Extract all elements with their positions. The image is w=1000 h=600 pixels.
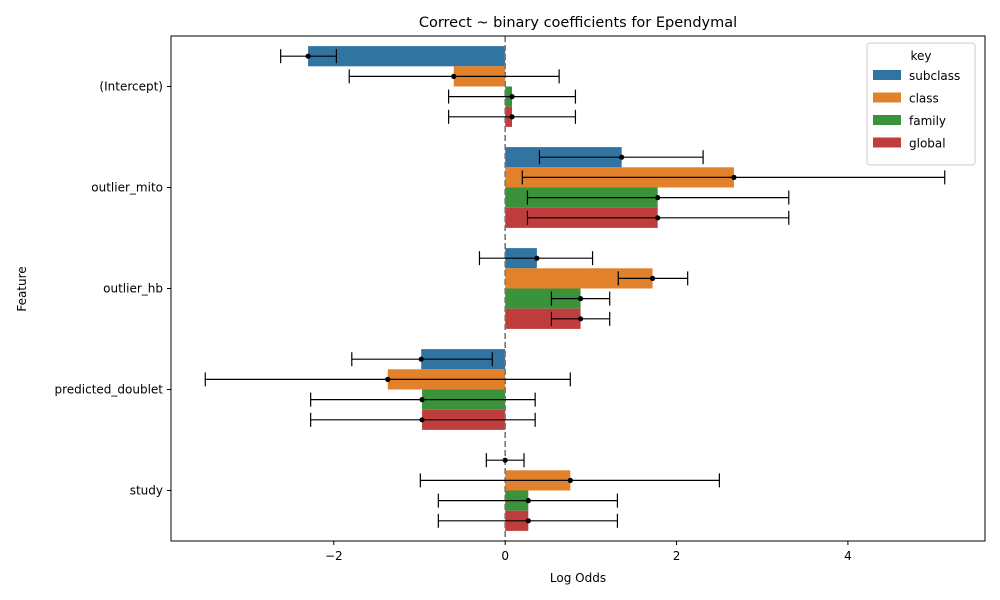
point-family-1 [655, 195, 661, 201]
point-subclass-0 [305, 53, 311, 59]
y-axis-label: Feature [15, 266, 29, 311]
point-class-3 [385, 376, 391, 382]
legend-swatch-class [873, 92, 901, 103]
legend-label-subclass: subclass [909, 69, 960, 83]
x-axis-label: Log Odds [550, 571, 606, 585]
bar-subclass-0 [308, 46, 506, 67]
x-tick-label-0: −2 [325, 549, 343, 563]
point-family-3 [419, 397, 425, 403]
point-family-0 [509, 94, 515, 100]
legend-swatch-subclass [873, 70, 901, 80]
y-tick-label-0: (Intercept) [99, 80, 163, 94]
y-tick-label-3: predicted_doublet [54, 383, 163, 397]
point-family-2 [577, 296, 584, 302]
point-subclass-1 [619, 154, 625, 160]
legend-label-class: class [909, 92, 939, 106]
plot-area: −2 0 2 4 (Intercept) outlier_mito outlier_hbpr… [54, 35, 986, 563]
point-subclass-4 [502, 457, 508, 463]
point-global-2 [577, 316, 584, 322]
x-tick-label-3: 4 [844, 549, 852, 563]
point-subclass-2 [534, 255, 540, 261]
y-tick-label-4: study [130, 484, 163, 498]
chart-title: Correct ~ binary coefficients for Ependy… [419, 15, 737, 31]
point-class-4 [567, 477, 573, 483]
point-class-1 [731, 174, 737, 180]
legend-label-family: family [909, 114, 946, 128]
point-family-4 [525, 498, 531, 504]
x-tick-label-2: 2 [673, 549, 681, 563]
bar-class-2 [505, 268, 653, 289]
point-global-1 [655, 215, 661, 221]
legend-swatch-global [873, 137, 901, 148]
legend: key subclass class family global [866, 42, 976, 166]
point-subclass-3 [418, 356, 424, 362]
point-global-0 [509, 114, 515, 120]
point-class-2 [649, 275, 656, 281]
legend-title: key [910, 49, 931, 63]
point-global-3 [419, 417, 425, 423]
point-class-0 [451, 73, 457, 79]
y-tick-label-1: outlier_mito [91, 181, 163, 195]
y-tick-label-2: outlier_hb [103, 282, 163, 296]
point-global-4 [525, 518, 531, 524]
bar-global-2 [505, 308, 581, 329]
bar-family-2 [505, 288, 581, 309]
legend-label-global: global [909, 137, 946, 151]
legend-swatch-family [873, 115, 901, 125]
x-tick-label-1: 0 [501, 549, 509, 563]
